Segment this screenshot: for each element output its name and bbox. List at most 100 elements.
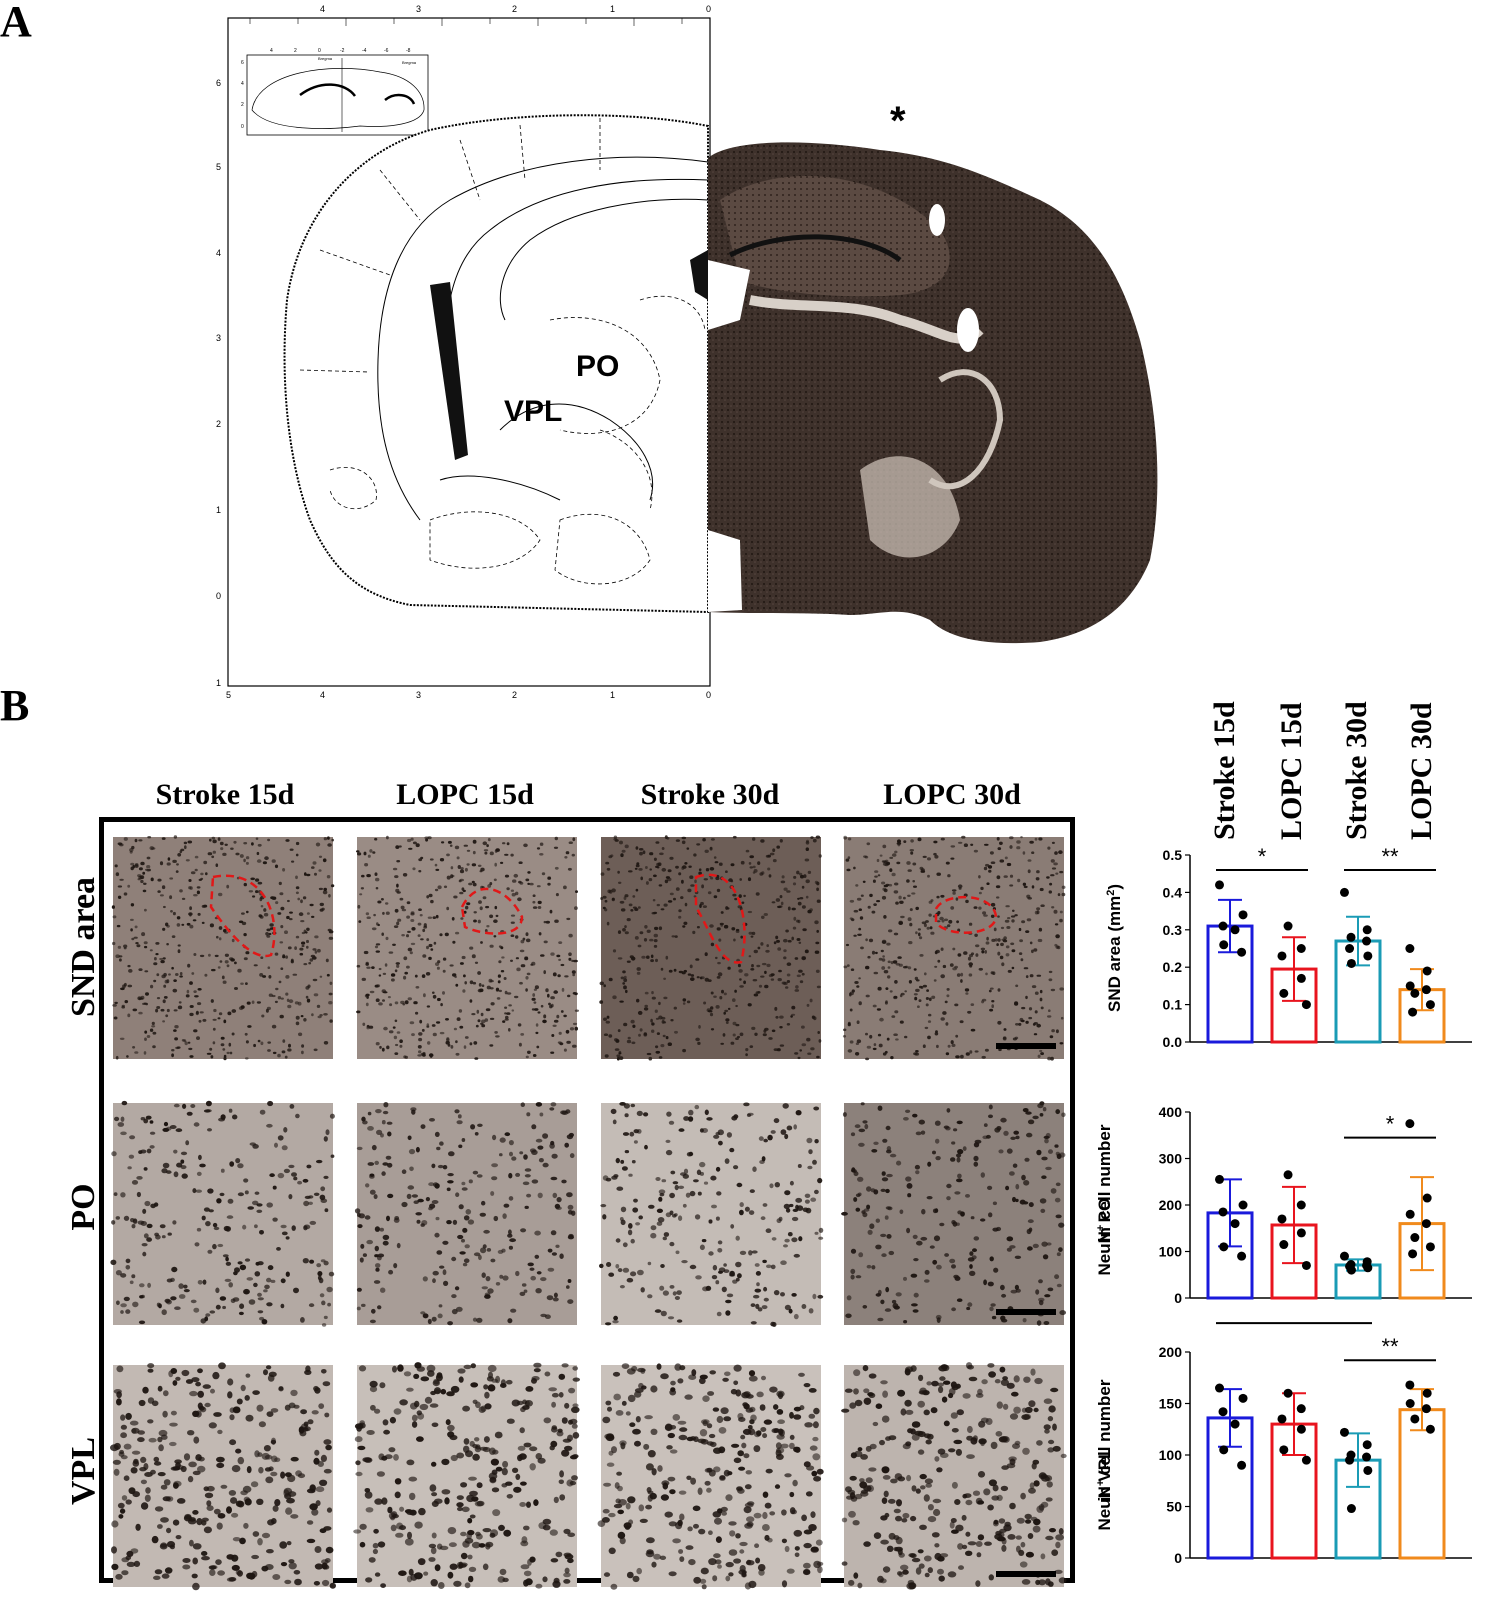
y-tick-label: 0.3 [1163, 922, 1183, 938]
data-point [1422, 966, 1432, 976]
y-tick-label: 0.5 [1163, 847, 1183, 863]
inset-tick: 6 [241, 60, 244, 66]
micrograph-frame [99, 817, 1075, 1583]
atlas-left-tick: 4 [216, 248, 221, 258]
y-tick-label: 100 [1159, 1244, 1183, 1260]
data-point [1422, 1388, 1432, 1398]
y-tick-label: 0.1 [1163, 997, 1183, 1013]
micrograph-r1-c3 [841, 1101, 1066, 1326]
data-point [1238, 1393, 1248, 1403]
chart-snd-area: 0.00.10.20.30.40.5 * **SND area (mm2) [1105, 844, 1472, 1050]
data-point [1218, 921, 1228, 931]
atlas-left-axis: 6 5 4 3 2 1 0 1 [216, 78, 221, 688]
data-point [1339, 1427, 1349, 1437]
inset-tick: -8 [406, 48, 411, 54]
chart-group-header-stroke-15d: Stroke 15d [1208, 701, 1241, 840]
data-point [1238, 1200, 1248, 1210]
data-point [1363, 1465, 1373, 1475]
y-axis-label-line2: in VPL [1095, 1449, 1114, 1502]
inset-brain-outline [251, 68, 425, 129]
inset-left-axis: 6 4 2 0 [241, 60, 244, 130]
micrograph-r2-c0 [110, 1362, 336, 1591]
data-point [1238, 910, 1248, 920]
micrograph-r0-c1 [356, 835, 580, 1060]
inset-tick: 2 [294, 48, 297, 54]
data-point [1405, 1119, 1415, 1129]
y-axis-label-line2: in PO [1095, 1198, 1114, 1242]
inset-top-axis: 4 2 0 -2 -4 -6 -8 [270, 48, 411, 54]
roi-outline [694, 873, 746, 964]
data-point [1421, 985, 1431, 995]
atlas-bottom-tick: 2 [512, 690, 517, 700]
y-tick-label: 0.2 [1163, 959, 1183, 975]
significance-label: * [1290, 1320, 1299, 1322]
data-point [1296, 1404, 1306, 1414]
atlas-label-po: PO [576, 350, 619, 383]
significance-label: ** [1381, 844, 1399, 869]
data-point [1301, 1260, 1311, 1270]
data-point [1296, 1200, 1306, 1210]
atlas-left-tick: 0 [216, 591, 221, 601]
data-point [1279, 1240, 1289, 1250]
y-tick-label: 100 [1159, 1447, 1183, 1463]
data-point [1296, 1424, 1306, 1434]
atlas-bottom-tick: 4 [320, 690, 325, 700]
inset-label: Bregma [318, 56, 333, 61]
data-point [1410, 1414, 1420, 1424]
atlas-left-tick: 5 [216, 162, 221, 172]
y-tick-label: 0 [1174, 1290, 1182, 1306]
panel-b-letter: B [0, 681, 30, 730]
data-point [1230, 925, 1240, 935]
column-header-lopc-15d: LOPC 15d [396, 778, 534, 811]
data-point [1215, 1174, 1225, 1184]
inset-tick: 2 [241, 102, 244, 108]
data-point [1405, 1380, 1415, 1390]
data-point [1296, 973, 1306, 983]
micrograph-r0-c2 [599, 835, 822, 1061]
lesion-marker: * [890, 99, 906, 143]
column-header-stroke-30d: Stroke 30d [640, 778, 780, 811]
atlas-top-tick: 0 [706, 4, 711, 14]
data-point [1279, 988, 1289, 998]
atlas-bottom-tick: 1 [610, 690, 615, 700]
chart-group-header-lopc-15d: LOPC 15d [1275, 702, 1308, 840]
atlas-top-tick: 2 [512, 4, 517, 14]
data-point [1421, 1219, 1431, 1229]
data-point [1362, 925, 1372, 935]
y-axis-label: SND area (mm2) [1105, 884, 1124, 1012]
atlas-figure: 4 3 2 1 0 5 4 3 2 1 0 6 5 4 3 2 1 0 1 4 … [216, 4, 1158, 700]
data-point [1279, 1445, 1289, 1455]
data-point [1421, 1404, 1431, 1414]
data-point [1410, 1233, 1420, 1243]
column-header-lopc-30d: LOPC 30d [883, 778, 1021, 811]
data-point [1425, 1424, 1435, 1434]
data-point [1277, 1214, 1287, 1224]
atlas-bottom-axis: 5 4 3 2 1 0 [226, 690, 711, 700]
scale-bar [996, 1043, 1056, 1049]
micrograph-r1-c2 [599, 1102, 824, 1327]
data-point [1283, 1388, 1293, 1398]
data-point [1346, 1265, 1356, 1275]
data-point [1346, 958, 1356, 968]
y-tick-label: 0.4 [1163, 884, 1183, 900]
data-point [1296, 944, 1306, 953]
y-tick-label: 150 [1159, 1396, 1183, 1412]
inset-labels: Bregma Bregma [318, 56, 417, 65]
panel-a-letter: A [0, 0, 32, 46]
data-point [1408, 1249, 1418, 1259]
inset-tick: 4 [241, 81, 244, 87]
y-axis-label: NeuN+ cell number [1095, 1124, 1114, 1275]
data-point [1215, 880, 1225, 890]
chart-group-header-stroke-30d: Stroke 30d [1340, 701, 1373, 840]
data-point [1362, 1452, 1372, 1462]
scale-bar [996, 1309, 1056, 1315]
data-point [1425, 1242, 1435, 1252]
data-point [1346, 932, 1356, 942]
data-point [1405, 981, 1415, 991]
data-point [1408, 1007, 1418, 1017]
atlas-left-tick: 1 [216, 505, 221, 515]
inset-tick: 0 [241, 124, 244, 130]
y-tick-label: 200 [1159, 1344, 1183, 1360]
inset-tick: 0 [318, 48, 321, 54]
